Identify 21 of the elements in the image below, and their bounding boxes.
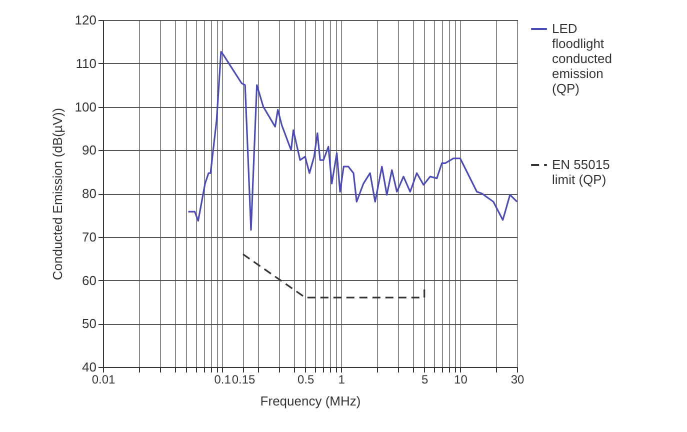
x-tick-label: 0.15 — [232, 372, 256, 386]
y-axis-title: Conducted Emission (dB(µV)) — [50, 108, 65, 280]
x-tick-label: 30 — [510, 372, 524, 386]
y-tick-label: 90 — [82, 142, 96, 158]
y-tick-label: 120 — [74, 12, 96, 28]
y-tick-label: 70 — [82, 229, 96, 244]
y-tick-label: 50 — [82, 316, 96, 332]
legend-label: EN 55015 limit (QP) — [552, 157, 610, 187]
x-axis-title: Frequency (MHz) — [260, 394, 361, 408]
legend-label: LED floodlight conducted emission (QP) — [552, 21, 612, 96]
y-tick-label: 110 — [76, 56, 96, 71]
y-tick-label: 40 — [82, 360, 96, 374]
y-tick-label: 80 — [82, 186, 96, 201]
x-tick-label: 0.1 — [214, 372, 232, 386]
x-tick-label: 0.5 — [297, 372, 314, 386]
y-tick-label: 100 — [74, 99, 96, 114]
x-tick-label: 0.01 — [92, 372, 116, 386]
x-tick-label: 10 — [454, 372, 468, 386]
x-tick-label: 1 — [338, 372, 346, 386]
y-tick-label: 60 — [82, 272, 96, 288]
x-tick-label: 5 — [422, 372, 429, 386]
